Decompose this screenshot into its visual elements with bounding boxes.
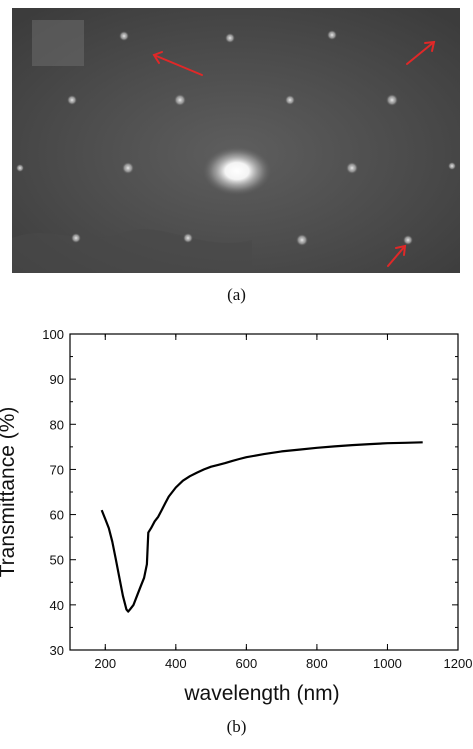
diffraction-spot <box>122 162 134 174</box>
y-axis-label: Transmittance (%) <box>0 407 19 578</box>
y-tick-label: 70 <box>50 462 64 477</box>
diffraction-spot <box>16 164 24 172</box>
transmittance-series-line <box>100 441 423 613</box>
diffraction-spot <box>67 95 77 105</box>
x-tick-label: 1200 <box>444 656 473 671</box>
y-tick-label: 90 <box>50 372 64 387</box>
x-tick-label: 800 <box>306 656 328 671</box>
diffraction-spot <box>386 94 398 106</box>
diffraction-spot <box>403 235 413 245</box>
diffraction-spot <box>296 234 308 246</box>
figure-b-caption: (b) <box>226 717 247 736</box>
central-beam-spot <box>203 147 271 195</box>
x-tick-label: 1000 <box>373 656 402 671</box>
x-tick-label: 600 <box>236 656 258 671</box>
x-tick-label: 200 <box>94 656 116 671</box>
figure-a-caption: (a) <box>227 285 246 304</box>
y-tick-label: 80 <box>50 417 64 432</box>
plot-frame <box>69 333 459 651</box>
diffraction-pattern-image <box>12 8 460 273</box>
y-tick-label: 50 <box>50 553 64 568</box>
y-tick-label: 100 <box>42 327 64 342</box>
diffraction-spot <box>174 94 186 106</box>
y-tick-label: 40 <box>50 598 64 613</box>
y-tick-label: 60 <box>50 508 64 523</box>
diffraction-spot <box>119 31 129 41</box>
y-tick-label: 30 <box>50 643 64 658</box>
diffraction-spot <box>225 33 235 43</box>
red-arrows <box>152 40 436 267</box>
diffraction-spot <box>183 233 193 243</box>
transmittance-chart: 200 400 600 800 1000 1200 30 40 50 60 70 80 90 100 wa… <box>0 327 473 705</box>
diffraction-spot <box>448 162 456 170</box>
x-axis-label: wavelength (nm) <box>183 682 339 705</box>
diffraction-spot <box>327 30 337 40</box>
diffraction-spot <box>285 95 295 105</box>
diffraction-spot <box>346 162 358 174</box>
diffraction-spot <box>71 233 81 243</box>
x-tick-label: 400 <box>165 656 187 671</box>
